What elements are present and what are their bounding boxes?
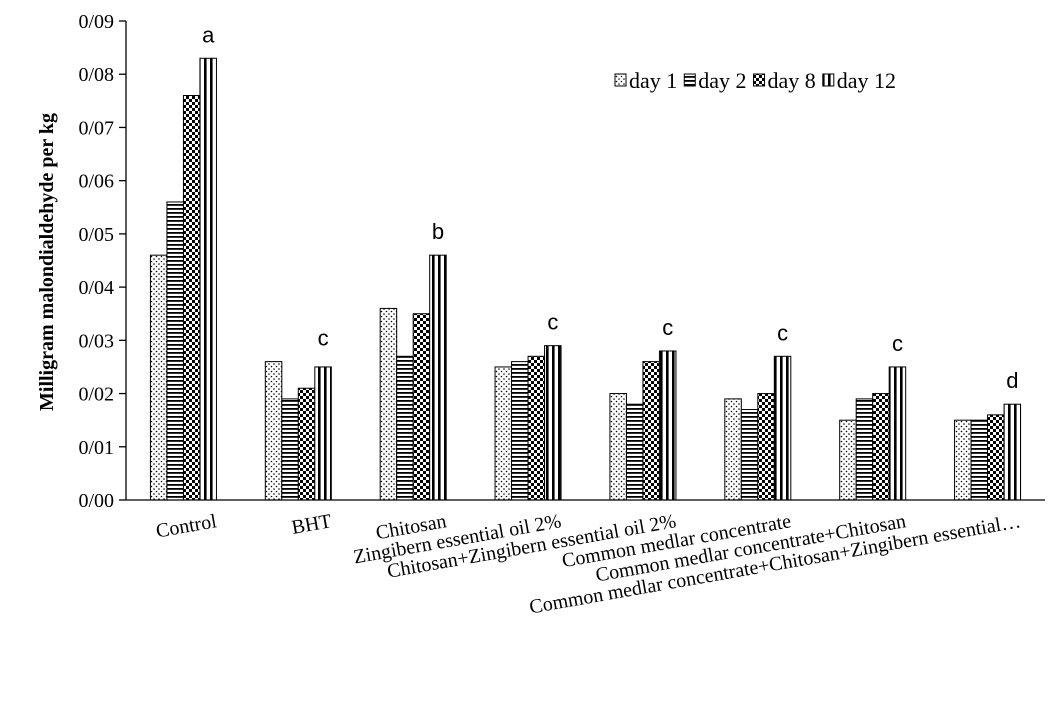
y-tick-label: 0/05 xyxy=(78,224,114,246)
bar-day-2-0 xyxy=(167,202,184,500)
y-tick-label: 0/07 xyxy=(78,117,114,139)
bar-day-12-7 xyxy=(1004,404,1021,500)
y-tick-label: 0/00 xyxy=(78,490,114,512)
legend-label: day 8 xyxy=(768,68,816,93)
legend-label: day 2 xyxy=(698,68,746,93)
bar-day-12-0 xyxy=(200,58,217,500)
legend-swatch xyxy=(684,74,695,86)
bars xyxy=(150,58,1020,500)
bar-day-1-4 xyxy=(610,394,627,500)
y-tick-label: 0/04 xyxy=(78,277,114,299)
bar-day-8-5 xyxy=(758,394,775,500)
bar-day-8-2 xyxy=(413,314,430,500)
bar-day-1-5 xyxy=(725,399,742,500)
significance-letter: c xyxy=(892,331,903,356)
bar-day-2-5 xyxy=(741,410,758,500)
bar-day-8-7 xyxy=(988,415,1005,500)
significance-letter: c xyxy=(547,310,558,335)
bar-day-2-7 xyxy=(971,420,988,500)
bar-day-2-1 xyxy=(282,399,299,500)
significance-letter: c xyxy=(777,320,788,345)
y-tick-label: 0/01 xyxy=(78,437,114,459)
bar-day-12-2 xyxy=(430,255,447,500)
y-axis: 0/00 0/01 0/02 0/03 0/04 0/05 0/06 0/07 0/08 0/09 xyxy=(78,11,126,512)
bar-day-2-6 xyxy=(856,399,873,500)
legend: day 1 day 2 day 8 day 12 xyxy=(615,68,896,93)
bar-day-1-3 xyxy=(495,367,512,500)
bar-day-12-6 xyxy=(889,367,906,500)
bar-day-8-0 xyxy=(183,96,200,500)
significance-letter: b xyxy=(432,219,444,244)
significance-letter: a xyxy=(202,22,215,47)
significance-letter: c xyxy=(318,326,329,351)
y-tick-label: 0/03 xyxy=(78,330,114,352)
legend-swatch xyxy=(823,74,834,86)
legend-label: day 1 xyxy=(629,68,677,93)
x-category-label: BHT xyxy=(290,510,333,539)
bar-day-1-0 xyxy=(150,255,167,500)
bar-day-2-3 xyxy=(512,362,529,500)
bar-day-1-2 xyxy=(380,308,397,500)
legend-label: day 12 xyxy=(837,68,896,93)
y-tick-label: 0/06 xyxy=(78,171,114,193)
bar-day-2-2 xyxy=(397,356,414,500)
bar-day-12-5 xyxy=(774,356,791,500)
x-category-label: Control xyxy=(154,510,218,542)
bar-day-12-3 xyxy=(545,346,562,500)
bar-day-1-7 xyxy=(955,420,972,500)
y-tick-label: 0/08 xyxy=(78,64,114,86)
legend-swatch xyxy=(615,74,626,86)
bar-day-8-1 xyxy=(298,388,315,500)
y-axis-label: Milligram malondialdehyde per kg xyxy=(36,113,58,411)
bar-day-8-4 xyxy=(643,362,660,500)
significance-letter: c xyxy=(662,315,673,340)
y-tick-label: 0/09 xyxy=(78,11,114,33)
legend-swatch xyxy=(754,74,765,86)
bar-day-12-1 xyxy=(315,367,332,500)
bar-day-12-4 xyxy=(659,351,676,500)
bar-day-1-1 xyxy=(265,362,282,500)
bar-day-2-4 xyxy=(626,404,643,500)
bar-day-1-6 xyxy=(840,420,857,500)
bar-day-8-6 xyxy=(873,394,890,500)
y-tick-label: 0/02 xyxy=(78,384,114,406)
bar-day-8-3 xyxy=(528,356,545,500)
significance-letter: d xyxy=(1006,368,1018,393)
